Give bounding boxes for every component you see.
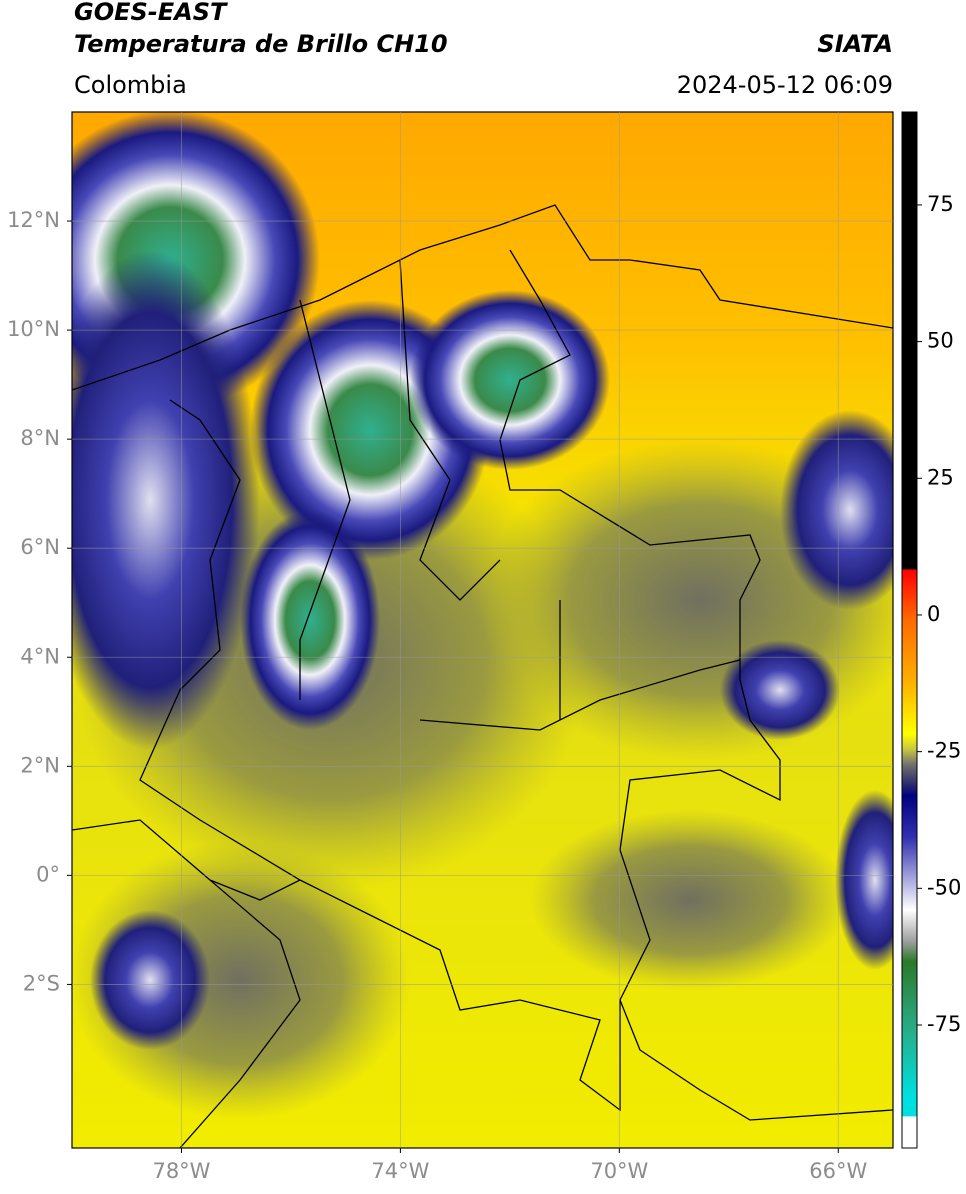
x-tick-label: 78°W: [152, 1159, 210, 1183]
colorbar-label: 25: [927, 465, 954, 489]
timestamp: 2024-05-12 06:09: [677, 71, 893, 99]
y-tick-label: 6°N: [20, 535, 60, 559]
x-tick-label: 74°W: [371, 1159, 429, 1183]
colorbar-label: 75: [927, 192, 954, 216]
colorbar-label: 50: [927, 329, 954, 353]
satellite-image: [72, 112, 893, 1148]
colorbar: [901, 111, 918, 1149]
subtitle: Temperatura de Brillo CH10: [74, 30, 448, 58]
y-tick-label: 2°S: [23, 971, 60, 995]
map-frame: [71, 111, 894, 1149]
colorbar-label: 0: [927, 602, 940, 626]
y-tick-label: 8°N: [20, 426, 60, 450]
x-tick-label: 70°W: [590, 1159, 648, 1183]
colorbar-label: -75: [927, 1012, 961, 1036]
y-tick-label: 2°N: [20, 753, 60, 777]
colorbar-label: -50: [927, 875, 961, 899]
x-tick-label: 66°W: [809, 1159, 867, 1183]
region: Colombia: [74, 71, 187, 99]
y-tick-label: 10°N: [7, 317, 60, 341]
y-tick-label: 4°N: [20, 644, 60, 668]
y-tick-label: 0°: [36, 862, 60, 886]
y-tick-label: 12°N: [7, 208, 60, 232]
source: SIATA: [817, 30, 893, 58]
colorbar-label: -25: [927, 739, 961, 763]
title: GOES-EAST: [74, 0, 228, 26]
